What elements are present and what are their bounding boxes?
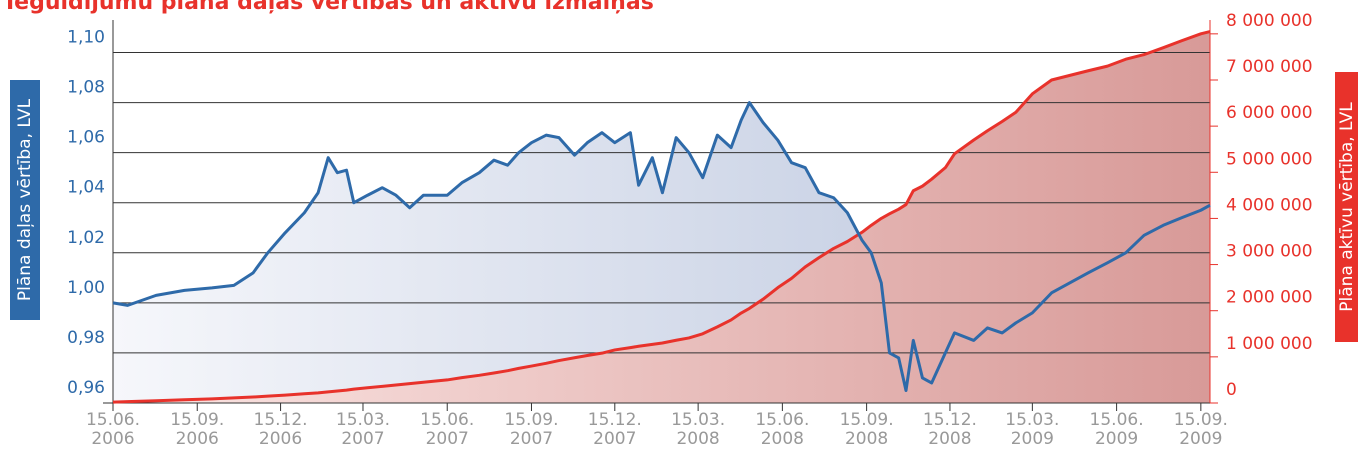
y2-tick-label: 5 000 000	[1226, 149, 1313, 169]
y-tick-label: 1,06	[67, 128, 105, 148]
x-tick-label: 15.03. 2007	[335, 410, 390, 449]
x-tick-label: 15.12. 2008	[922, 410, 977, 449]
x-tick-label: 15.09. 2009	[1173, 410, 1228, 449]
line	[112, 30, 1211, 404]
x-tick-label: 15.09. 2008	[839, 410, 894, 449]
y-tick-label: 1,00	[67, 278, 105, 298]
x-tick-label: 15.06. 2009	[1089, 410, 1144, 449]
x-tick-label: 15.06. 2007	[420, 410, 475, 449]
x-tick-label: 15.03. 2009	[1005, 410, 1060, 449]
y2-tick-label: 6 000 000	[1226, 103, 1313, 123]
area	[113, 31, 1210, 404]
y-tick-label: 0,96	[67, 378, 105, 398]
y2-tick-label: 4 000 000	[1226, 195, 1313, 215]
y2-axis-box: Plāna aktīvu vērtība, LVL	[1335, 72, 1358, 342]
x-tick-label: 15.09. 2007	[504, 410, 559, 449]
y2-tick-label: 0	[1226, 380, 1237, 400]
chart-title: Ieguldījumu plāna daļas vērtības un aktī…	[6, 0, 654, 15]
y-tick-label: 1,04	[67, 178, 105, 198]
y-tick-label: 1,08	[67, 78, 105, 98]
y2-tick-label: 8 000 000	[1226, 11, 1313, 31]
y-tick-label: 0,98	[67, 328, 105, 348]
y2-tick-label: 3 000 000	[1226, 242, 1313, 262]
y-tick-label: 1,10	[67, 28, 105, 48]
x-tick-label: 15.03. 2008	[671, 410, 726, 449]
x-tick-label: 15.12. 2007	[587, 410, 642, 449]
y-axis-box: Plāna daļas vērtība, LVL	[10, 80, 40, 320]
x-tick-label: 15.12. 2006	[253, 410, 308, 449]
y2-tick-label: 7 000 000	[1226, 57, 1313, 77]
y-tick-label: 1,02	[67, 228, 105, 248]
y2-tick-label: 1 000 000	[1226, 334, 1313, 354]
y2-tick-label: 2 000 000	[1226, 288, 1313, 308]
x-tick-label: 15.09. 2006	[170, 410, 225, 449]
x-tick-label: 15.06. 2008	[755, 410, 810, 449]
line	[112, 101, 1211, 392]
x-tick-label: 15.06. 2006	[85, 410, 141, 449]
